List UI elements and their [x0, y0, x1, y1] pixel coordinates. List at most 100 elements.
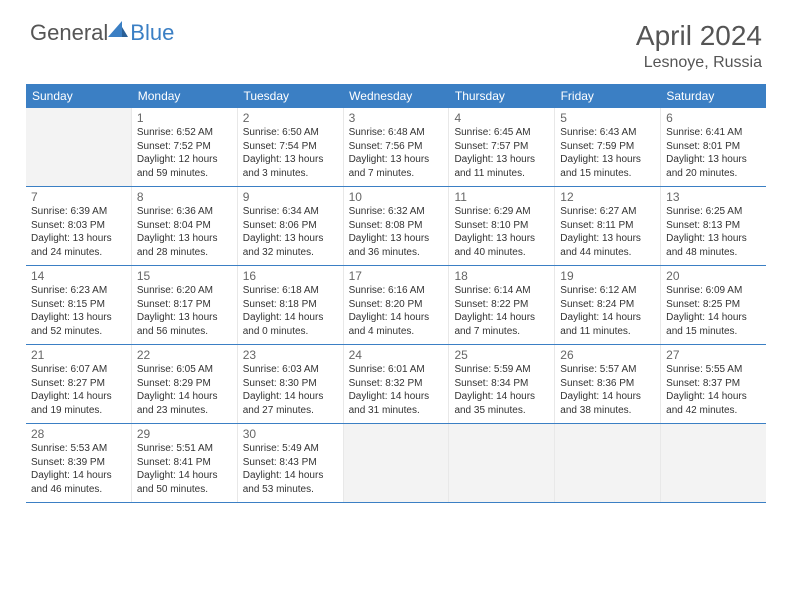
day-cell: 11Sunrise: 6:29 AMSunset: 8:10 PMDayligh… — [449, 187, 555, 265]
dow-wednesday: Wednesday — [343, 84, 449, 108]
day-number: 29 — [137, 427, 232, 441]
day-number: 4 — [454, 111, 549, 125]
day-cell: 24Sunrise: 6:01 AMSunset: 8:32 PMDayligh… — [344, 345, 450, 423]
title-block: April 2024 Lesnoye, Russia — [636, 20, 762, 72]
empty-cell — [555, 424, 661, 502]
day-info: Sunrise: 6:39 AMSunset: 8:03 PMDaylight:… — [31, 205, 126, 259]
day-number: 21 — [31, 348, 126, 362]
day-number: 25 — [454, 348, 549, 362]
day-number: 19 — [560, 269, 655, 283]
day-info: Sunrise: 6:27 AMSunset: 8:11 PMDaylight:… — [560, 205, 655, 259]
day-number: 15 — [137, 269, 232, 283]
day-cell: 27Sunrise: 5:55 AMSunset: 8:37 PMDayligh… — [661, 345, 766, 423]
day-info: Sunrise: 6:52 AMSunset: 7:52 PMDaylight:… — [137, 126, 232, 180]
header: General Blue April 2024 Lesnoye, Russia — [0, 0, 792, 80]
day-info: Sunrise: 6:18 AMSunset: 8:18 PMDaylight:… — [243, 284, 338, 338]
day-number: 27 — [666, 348, 761, 362]
day-number: 12 — [560, 190, 655, 204]
day-cell: 28Sunrise: 5:53 AMSunset: 8:39 PMDayligh… — [26, 424, 132, 502]
day-info: Sunrise: 6:12 AMSunset: 8:24 PMDaylight:… — [560, 284, 655, 338]
location: Lesnoye, Russia — [636, 54, 762, 72]
day-cell: 29Sunrise: 5:51 AMSunset: 8:41 PMDayligh… — [132, 424, 238, 502]
day-info: Sunrise: 6:32 AMSunset: 8:08 PMDaylight:… — [349, 205, 444, 259]
day-of-week-row: SundayMondayTuesdayWednesdayThursdayFrid… — [26, 84, 766, 108]
day-cell: 13Sunrise: 6:25 AMSunset: 8:13 PMDayligh… — [661, 187, 766, 265]
day-info: Sunrise: 6:03 AMSunset: 8:30 PMDaylight:… — [243, 363, 338, 417]
day-info: Sunrise: 6:48 AMSunset: 7:56 PMDaylight:… — [349, 126, 444, 180]
day-number: 23 — [243, 348, 338, 362]
day-number: 24 — [349, 348, 444, 362]
day-cell: 1Sunrise: 6:52 AMSunset: 7:52 PMDaylight… — [132, 108, 238, 186]
day-cell: 5Sunrise: 6:43 AMSunset: 7:59 PMDaylight… — [555, 108, 661, 186]
day-number: 11 — [454, 190, 549, 204]
day-cell: 3Sunrise: 6:48 AMSunset: 7:56 PMDaylight… — [344, 108, 450, 186]
day-number: 7 — [31, 190, 126, 204]
dow-friday: Friday — [555, 84, 661, 108]
day-info: Sunrise: 6:20 AMSunset: 8:17 PMDaylight:… — [137, 284, 232, 338]
day-cell: 2Sunrise: 6:50 AMSunset: 7:54 PMDaylight… — [238, 108, 344, 186]
day-info: Sunrise: 5:55 AMSunset: 8:37 PMDaylight:… — [666, 363, 761, 417]
day-number: 22 — [137, 348, 232, 362]
day-number: 26 — [560, 348, 655, 362]
day-number: 8 — [137, 190, 232, 204]
day-cell: 30Sunrise: 5:49 AMSunset: 8:43 PMDayligh… — [238, 424, 344, 502]
day-number: 10 — [349, 190, 444, 204]
day-info: Sunrise: 5:59 AMSunset: 8:34 PMDaylight:… — [454, 363, 549, 417]
dow-sunday: Sunday — [26, 84, 132, 108]
day-cell: 21Sunrise: 6:07 AMSunset: 8:27 PMDayligh… — [26, 345, 132, 423]
logo-text-blue: Blue — [130, 20, 174, 46]
logo-triangle-icon — [108, 21, 128, 37]
day-info: Sunrise: 5:51 AMSunset: 8:41 PMDaylight:… — [137, 442, 232, 496]
day-info: Sunrise: 6:50 AMSunset: 7:54 PMDaylight:… — [243, 126, 338, 180]
dow-monday: Monday — [132, 84, 238, 108]
day-cell: 16Sunrise: 6:18 AMSunset: 8:18 PMDayligh… — [238, 266, 344, 344]
day-info: Sunrise: 6:43 AMSunset: 7:59 PMDaylight:… — [560, 126, 655, 180]
day-cell: 12Sunrise: 6:27 AMSunset: 8:11 PMDayligh… — [555, 187, 661, 265]
day-cell: 7Sunrise: 6:39 AMSunset: 8:03 PMDaylight… — [26, 187, 132, 265]
week-row: 7Sunrise: 6:39 AMSunset: 8:03 PMDaylight… — [26, 187, 766, 266]
day-cell: 9Sunrise: 6:34 AMSunset: 8:06 PMDaylight… — [238, 187, 344, 265]
weeks-container: 1Sunrise: 6:52 AMSunset: 7:52 PMDaylight… — [26, 108, 766, 503]
day-info: Sunrise: 6:34 AMSunset: 8:06 PMDaylight:… — [243, 205, 338, 259]
day-cell: 19Sunrise: 6:12 AMSunset: 8:24 PMDayligh… — [555, 266, 661, 344]
empty-cell — [26, 108, 132, 186]
day-number: 1 — [137, 111, 232, 125]
day-cell: 14Sunrise: 6:23 AMSunset: 8:15 PMDayligh… — [26, 266, 132, 344]
day-cell: 17Sunrise: 6:16 AMSunset: 8:20 PMDayligh… — [344, 266, 450, 344]
calendar: SundayMondayTuesdayWednesdayThursdayFrid… — [26, 84, 766, 503]
day-info: Sunrise: 6:14 AMSunset: 8:22 PMDaylight:… — [454, 284, 549, 338]
day-cell: 4Sunrise: 6:45 AMSunset: 7:57 PMDaylight… — [449, 108, 555, 186]
day-number: 17 — [349, 269, 444, 283]
day-info: Sunrise: 6:36 AMSunset: 8:04 PMDaylight:… — [137, 205, 232, 259]
day-cell: 18Sunrise: 6:14 AMSunset: 8:22 PMDayligh… — [449, 266, 555, 344]
day-info: Sunrise: 5:53 AMSunset: 8:39 PMDaylight:… — [31, 442, 126, 496]
day-number: 18 — [454, 269, 549, 283]
day-cell: 22Sunrise: 6:05 AMSunset: 8:29 PMDayligh… — [132, 345, 238, 423]
day-number: 30 — [243, 427, 338, 441]
day-number: 6 — [666, 111, 761, 125]
day-number: 16 — [243, 269, 338, 283]
day-cell: 8Sunrise: 6:36 AMSunset: 8:04 PMDaylight… — [132, 187, 238, 265]
day-cell: 26Sunrise: 5:57 AMSunset: 8:36 PMDayligh… — [555, 345, 661, 423]
day-info: Sunrise: 6:16 AMSunset: 8:20 PMDaylight:… — [349, 284, 444, 338]
dow-saturday: Saturday — [660, 84, 766, 108]
day-cell: 25Sunrise: 5:59 AMSunset: 8:34 PMDayligh… — [449, 345, 555, 423]
day-info: Sunrise: 6:25 AMSunset: 8:13 PMDaylight:… — [666, 205, 761, 259]
empty-cell — [661, 424, 766, 502]
day-number: 14 — [31, 269, 126, 283]
week-row: 21Sunrise: 6:07 AMSunset: 8:27 PMDayligh… — [26, 345, 766, 424]
day-info: Sunrise: 6:29 AMSunset: 8:10 PMDaylight:… — [454, 205, 549, 259]
day-cell: 20Sunrise: 6:09 AMSunset: 8:25 PMDayligh… — [661, 266, 766, 344]
day-info: Sunrise: 5:57 AMSunset: 8:36 PMDaylight:… — [560, 363, 655, 417]
day-number: 5 — [560, 111, 655, 125]
empty-cell — [344, 424, 450, 502]
week-row: 14Sunrise: 6:23 AMSunset: 8:15 PMDayligh… — [26, 266, 766, 345]
day-number: 13 — [666, 190, 761, 204]
logo-text-general: General — [30, 20, 108, 46]
week-row: 1Sunrise: 6:52 AMSunset: 7:52 PMDaylight… — [26, 108, 766, 187]
day-cell: 6Sunrise: 6:41 AMSunset: 8:01 PMDaylight… — [661, 108, 766, 186]
day-cell: 10Sunrise: 6:32 AMSunset: 8:08 PMDayligh… — [344, 187, 450, 265]
logo: General Blue — [30, 20, 174, 46]
dow-thursday: Thursday — [449, 84, 555, 108]
empty-cell — [449, 424, 555, 502]
